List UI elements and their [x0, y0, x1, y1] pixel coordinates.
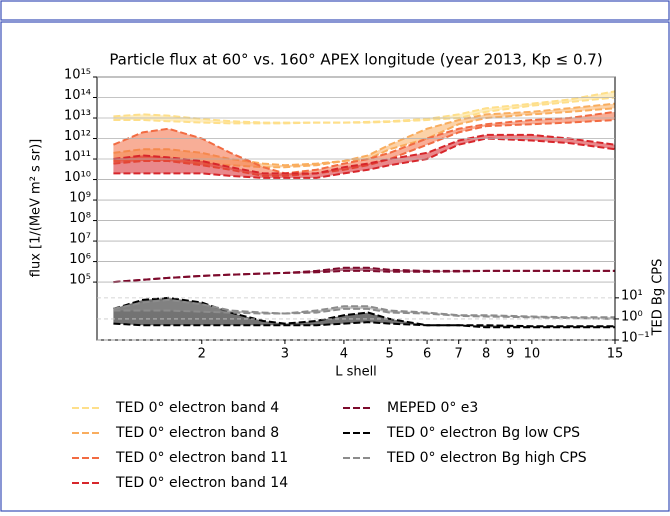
series-line: [113, 107, 615, 169]
legend-label: TED 0° electron Bg high CPS: [386, 450, 587, 466]
y-tick-label: 10⁹: [69, 191, 91, 206]
y-tick-label: 10⁶: [69, 252, 91, 267]
legend-label: MEPED 0° e3: [387, 400, 478, 416]
x-tick-label: 4: [340, 347, 348, 362]
x-tick-label: 2: [198, 347, 206, 362]
y-tick-label: 10¹³: [64, 109, 91, 124]
band-fill: [113, 267, 615, 283]
series-line: [113, 321, 615, 329]
band-fill: [113, 297, 615, 328]
y-tick-label: 10¹⁴: [64, 88, 91, 103]
y-tick-label: 10⁷: [69, 232, 91, 247]
legend-label: TED 0° electron band 11: [115, 450, 288, 466]
y2-tick-label: 10¹: [621, 288, 643, 303]
y2-axis-label: TED Bg CPS: [651, 259, 666, 337]
band-fill: [113, 299, 615, 319]
legend-label: TED 0° electron Bg low CPS: [386, 425, 580, 441]
y-axis-label: flux [1/(MeV m² s sr)]: [29, 139, 44, 277]
band-fill: [113, 111, 615, 176]
y-tick-label: 10⁵: [69, 273, 91, 288]
x-tick-label: 6: [423, 347, 431, 362]
x-tick-label: 9: [506, 347, 514, 362]
x-tick-label: 5: [386, 347, 394, 362]
y2-tick-label: 10⁰: [621, 309, 643, 324]
x-tick-label: 7: [455, 347, 463, 362]
y-tick-label: 10⁸: [69, 211, 91, 226]
plot-area: [113, 90, 615, 329]
y-tick-label: 10¹¹: [64, 150, 91, 165]
series-line: [113, 133, 615, 175]
band-fill: [113, 134, 615, 178]
x-tick-label: 10: [524, 347, 541, 362]
y-tick-label: 10¹⁰: [64, 170, 91, 185]
y-tick-label: 10¹⁵: [64, 68, 91, 83]
series-line: [113, 137, 615, 179]
x-tick-label: 3: [281, 347, 289, 362]
series-line: [113, 96, 615, 125]
main-frame: [0, 21, 670, 512]
series-line: [113, 307, 615, 320]
series-line: [113, 296, 615, 328]
y-tick-label: 10¹²: [64, 129, 91, 144]
series-line: [113, 269, 615, 284]
legend-label: TED 0° electron band 4: [115, 400, 279, 416]
series-line: [113, 298, 615, 319]
series-line: [113, 110, 615, 175]
chart-title: Particle flux at 60° vs. 160° APEX longi…: [109, 51, 602, 69]
x-tick-label: 15: [607, 347, 624, 362]
legend-label: TED 0° electron band 8: [115, 425, 279, 441]
top-frame: [0, 0, 670, 21]
series-line: [113, 266, 615, 284]
x-tick-label: 8: [482, 347, 490, 362]
y2-tick-label: 10⁻¹: [621, 331, 650, 346]
legend-label: TED 0° electron band 14: [115, 475, 288, 491]
x-axis-label: L shell: [335, 365, 377, 380]
